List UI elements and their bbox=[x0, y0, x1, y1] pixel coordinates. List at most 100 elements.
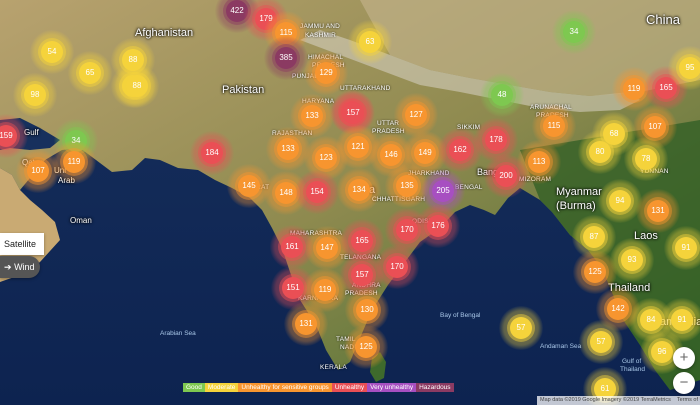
aqi-value: 91 bbox=[675, 237, 697, 259]
aqi-value: 115 bbox=[543, 115, 565, 137]
aqi-marker[interactable]: 170 bbox=[385, 208, 429, 252]
aqi-marker[interactable]: 91 bbox=[664, 226, 700, 270]
aqi-value: 170 bbox=[386, 256, 408, 278]
aqi-value: 422 bbox=[226, 0, 248, 22]
aqi-value: 184 bbox=[201, 142, 223, 164]
aqi-marker[interactable]: 200 bbox=[484, 154, 528, 198]
aqi-value: 34 bbox=[563, 21, 585, 43]
aqi-value: 125 bbox=[355, 336, 377, 358]
aqi-value: 91 bbox=[671, 309, 693, 331]
zoom-out-button[interactable]: − bbox=[673, 372, 695, 394]
aqi-value: 170 bbox=[396, 219, 418, 241]
aqi-value: 65 bbox=[79, 62, 101, 84]
aqi-value: 94 bbox=[609, 190, 631, 212]
aqi-marker[interactable]: 54 bbox=[30, 30, 74, 74]
aqi-marker[interactable]: 115 bbox=[532, 104, 576, 148]
aqi-value: 149 bbox=[414, 142, 436, 164]
aqi-marker[interactable]: 157 bbox=[340, 253, 384, 297]
aqi-marker[interactable]: 385 bbox=[264, 36, 308, 80]
aqi-marker[interactable]: 134 bbox=[337, 168, 381, 212]
aqi-value: 146 bbox=[380, 144, 402, 166]
aqi-marker[interactable]: 88 bbox=[115, 64, 159, 108]
legend-hazardous: Hazardous bbox=[416, 383, 454, 392]
aqi-marker[interactable]: 184 bbox=[190, 131, 234, 175]
aqi-value: 95 bbox=[679, 57, 700, 79]
aqi-value: 129 bbox=[315, 62, 337, 84]
aqi-marker[interactable]: 94 bbox=[598, 179, 642, 223]
aqi-value: 98 bbox=[24, 84, 46, 106]
aqi-value: 119 bbox=[63, 151, 85, 173]
aqi-marker[interactable]: 145 bbox=[227, 164, 271, 208]
aqi-marker[interactable]: 130 bbox=[345, 288, 389, 332]
aqi-value: 61 bbox=[594, 378, 616, 400]
aqi-value: 165 bbox=[655, 77, 677, 99]
attribution-data: Map data ©2019 Google Imagery ©2019 Terr… bbox=[540, 397, 671, 403]
aqi-value: 96 bbox=[651, 341, 673, 363]
aqi-value: 162 bbox=[449, 139, 471, 161]
aqi-value: 113 bbox=[528, 151, 550, 173]
map-attribution: Map data ©2019 Google Imagery ©2019 Terr… bbox=[537, 396, 700, 405]
aqi-marker[interactable]: 129 bbox=[304, 51, 348, 95]
wind-label: Wind bbox=[14, 262, 35, 272]
aqi-value: 133 bbox=[301, 105, 323, 127]
legend-sensitive: Unhealthy for sensitive groups bbox=[238, 383, 332, 392]
aqi-value: 130 bbox=[356, 299, 378, 321]
aqi-marker[interactable]: 125 bbox=[344, 325, 388, 369]
aqi-marker[interactable]: 34 bbox=[552, 10, 596, 54]
aqi-marker[interactable]: 119 bbox=[52, 140, 96, 184]
wind-arrow-icon: ➔ bbox=[4, 262, 12, 272]
aqi-value: 157 bbox=[351, 264, 373, 286]
aqi-marker[interactable]: 57 bbox=[579, 320, 623, 364]
aqi-marker[interactable]: 57 bbox=[499, 306, 543, 350]
aqi-marker[interactable]: 125 bbox=[573, 250, 617, 294]
himalaya-band bbox=[300, 30, 640, 112]
aqi-marker[interactable]: 95 bbox=[668, 46, 700, 90]
aqi-value: 145 bbox=[238, 175, 260, 197]
aqi-value: 121 bbox=[347, 136, 369, 158]
aqi-value: 385 bbox=[275, 47, 297, 69]
aqi-value: 200 bbox=[495, 165, 517, 187]
aqi-value: 84 bbox=[640, 309, 662, 331]
aqi-marker[interactable]: 149 bbox=[403, 131, 447, 175]
aqi-value: 57 bbox=[510, 317, 532, 339]
aqi-value: 133 bbox=[277, 138, 299, 160]
aqi-value: 159 bbox=[0, 125, 17, 147]
legend-unhealthy: Unhealthy bbox=[331, 383, 368, 392]
aqi-value: 154 bbox=[306, 181, 328, 203]
aqi-value: 48 bbox=[491, 84, 513, 106]
wind-toggle-button[interactable]: ➔ Wind bbox=[0, 256, 40, 278]
aqi-marker[interactable]: 131 bbox=[636, 189, 680, 233]
aqi-value: 148 bbox=[275, 182, 297, 204]
aqi-value: 142 bbox=[607, 298, 629, 320]
aqi-marker[interactable]: 162 bbox=[438, 128, 482, 172]
aqi-value: 78 bbox=[635, 148, 657, 170]
aqi-legend: Good Moderate Unhealthy for sensitive gr… bbox=[183, 383, 454, 392]
aqi-value: 88 bbox=[126, 75, 148, 97]
satellite-toggle-button[interactable]: Satellite bbox=[0, 233, 44, 255]
aqi-marker[interactable]: 98 bbox=[13, 73, 57, 117]
aqi-marker[interactable]: 107 bbox=[16, 149, 60, 193]
aqi-marker[interactable]: 48 bbox=[480, 73, 524, 117]
aqi-marker[interactable]: 91 bbox=[660, 298, 700, 342]
legend-very-unhealthy: Very unhealthy bbox=[367, 383, 417, 392]
aqi-marker[interactable]: 78 bbox=[624, 137, 668, 181]
aqi-marker[interactable]: 93 bbox=[610, 238, 654, 282]
aqi-marker[interactable]: 80 bbox=[578, 130, 622, 174]
aqi-marker[interactable]: 133 bbox=[266, 127, 310, 171]
aqi-marker[interactable]: 65 bbox=[68, 51, 112, 95]
aqi-marker[interactable]: 127 bbox=[394, 93, 438, 137]
aqi-marker[interactable]: 154 bbox=[295, 170, 339, 214]
aqi-value: 178 bbox=[485, 129, 507, 151]
terms-of-use-link[interactable]: Terms of Use bbox=[676, 397, 700, 403]
aqi-marker[interactable]: 170 bbox=[375, 245, 419, 289]
aqi-value: 63 bbox=[359, 31, 381, 53]
zoom-in-button[interactable]: + bbox=[673, 347, 695, 369]
legend-good: Good bbox=[183, 383, 205, 392]
aqi-value: 134 bbox=[348, 179, 370, 201]
aqi-marker[interactable]: 63 bbox=[348, 20, 392, 64]
aqi-value: 80 bbox=[589, 141, 611, 163]
aqi-value: 205 bbox=[432, 180, 454, 202]
aqi-marker[interactable]: 131 bbox=[284, 302, 328, 346]
aqi-value: 119 bbox=[314, 279, 336, 301]
